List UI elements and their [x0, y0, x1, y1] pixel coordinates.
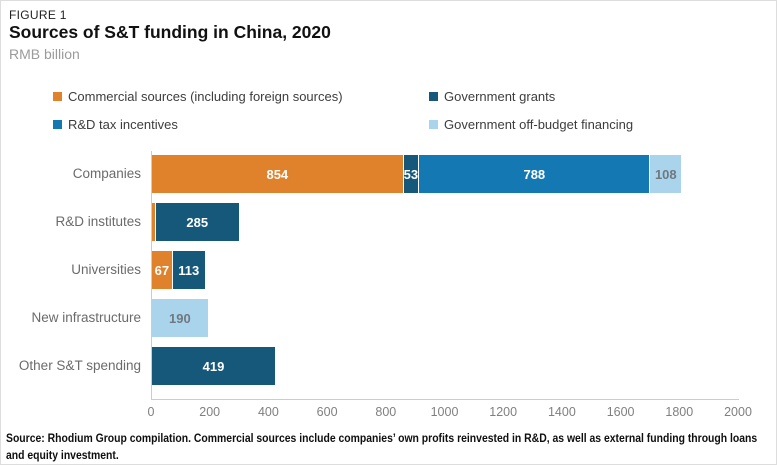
chart-title: Sources of S&T funding in China, 2020: [9, 22, 331, 42]
bar-value-label: 854: [266, 166, 289, 182]
bar-segment: 108: [649, 155, 682, 193]
bar-segment: 113: [171, 251, 205, 289]
x-tick-label: 1600: [606, 405, 635, 419]
legend: Commercial sources (including foreign so…: [53, 90, 633, 131]
bar-row: 190: [152, 299, 739, 337]
bar-segment: 788: [418, 155, 650, 193]
legend-label: Government off-budget financing: [444, 117, 634, 132]
x-axis: 0 200 400 600 800 1000 1200 1400 1600 1800 2000: [1, 405, 776, 421]
x-tick-label: 1000: [430, 405, 459, 419]
bar-value-label: 419: [202, 358, 225, 374]
legend-swatch-icon: [429, 120, 438, 129]
x-tick-label: 600: [316, 405, 338, 419]
x-tick-label: 1800: [665, 405, 694, 419]
category-label: Universities: [71, 262, 141, 277]
legend-item: Government off-budget financing: [429, 118, 633, 131]
chart-subtitle: RMB billion: [9, 46, 80, 62]
x-tick-label: 400: [257, 405, 279, 419]
bar-row: 854 53 788 108: [152, 155, 739, 193]
chart-area: Companies R&D institutes Universities New i…: [1, 151, 776, 419]
x-tick-label: 1200: [489, 405, 518, 419]
bar-row: 67 113: [152, 251, 739, 289]
bar-segment: 419: [152, 347, 275, 385]
category-label: New infrastructure: [31, 310, 141, 325]
legend-swatch-icon: [429, 92, 438, 101]
bar-segment: 854: [152, 155, 403, 193]
legend-swatch-icon: [53, 120, 62, 129]
legend-item: R&D tax incentives: [53, 118, 429, 131]
legend-item: Government grants: [429, 90, 633, 103]
x-tick-label: 2000: [724, 405, 752, 419]
bar-segment: [152, 203, 155, 241]
bar-row: 419: [152, 347, 739, 385]
bar-value-label: 788: [523, 166, 546, 182]
bar-value-label: 285: [186, 214, 209, 230]
bar-segment: 53: [402, 155, 419, 193]
bar-value-label: 108: [654, 166, 677, 182]
x-tick-label: 0: [147, 405, 155, 419]
figure-label: FIGURE 1: [9, 8, 67, 22]
bar-segment: 67: [152, 251, 172, 289]
x-tick-label: 200: [199, 405, 221, 419]
bar-segment: 285: [154, 203, 239, 241]
legend-label: Government grants: [444, 89, 556, 104]
legend-label: R&D tax incentives: [68, 117, 178, 132]
legend-item: Commercial sources (including foreign so…: [53, 90, 429, 103]
bar-value-label: 113: [178, 262, 200, 278]
legend-label: Commercial sources (including foreign so…: [68, 89, 343, 104]
category-label: Companies: [72, 166, 141, 181]
bar-segment: 190: [152, 299, 208, 337]
bar-value-label: 67: [154, 262, 170, 278]
category-label: Other S&T spending: [18, 358, 141, 373]
plot-area: 854 53 788 108 285 67 113 190 419: [151, 151, 739, 400]
legend-swatch-icon: [53, 92, 62, 101]
x-tick-label: 800: [375, 405, 397, 419]
source-note: Source: Rhodium Group compilation. Comme…: [6, 433, 758, 462]
bar-value-label: 53: [403, 166, 419, 182]
category-label: R&D institutes: [55, 214, 141, 229]
x-tick-label: 1400: [547, 405, 576, 419]
bar-row: 285: [152, 203, 739, 241]
bar-value-label: 190: [169, 310, 191, 326]
